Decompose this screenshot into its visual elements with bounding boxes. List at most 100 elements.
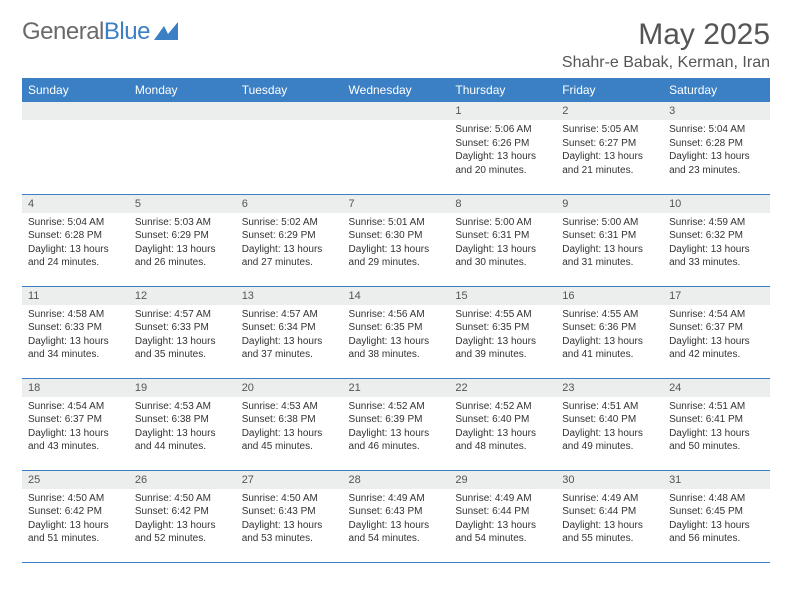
day-number	[236, 102, 343, 120]
calendar-week-row: 25Sunrise: 4:50 AMSunset: 6:42 PMDayligh…	[22, 470, 770, 562]
sunrise: Sunrise: 4:52 AM	[349, 400, 444, 414]
sunset: Sunset: 6:29 PM	[242, 229, 337, 243]
day-number	[22, 102, 129, 120]
calendar-day-cell: 17Sunrise: 4:54 AMSunset: 6:37 PMDayligh…	[663, 286, 770, 378]
daylight: Daylight: 13 hours and 34 minutes.	[28, 335, 123, 362]
daylight: Daylight: 13 hours and 51 minutes.	[28, 519, 123, 546]
calendar-day-cell: 14Sunrise: 4:56 AMSunset: 6:35 PMDayligh…	[343, 286, 450, 378]
calendar-day-cell: 15Sunrise: 4:55 AMSunset: 6:35 PMDayligh…	[449, 286, 556, 378]
day-details: Sunrise: 4:56 AMSunset: 6:35 PMDaylight:…	[343, 305, 450, 366]
sunset: Sunset: 6:40 PM	[455, 413, 550, 427]
sunset: Sunset: 6:37 PM	[28, 413, 123, 427]
logo: GeneralBlue	[22, 18, 178, 46]
sunrise: Sunrise: 4:50 AM	[28, 492, 123, 506]
day-number: 20	[236, 379, 343, 397]
day-number: 16	[556, 287, 663, 305]
calendar-day-cell: 7 Sunrise: 5:01 AMSunset: 6:30 PMDaylight…	[343, 194, 450, 286]
day-number: 7	[343, 195, 450, 213]
calendar-day-cell: 26Sunrise: 4:50 AMSunset: 6:42 PMDayligh…	[129, 470, 236, 562]
calendar-day-cell: 25Sunrise: 4:50 AMSunset: 6:42 PMDayligh…	[22, 470, 129, 562]
day-number: 24	[663, 379, 770, 397]
sunrise: Sunrise: 5:00 AM	[455, 216, 550, 230]
sunrise: Sunrise: 4:59 AM	[669, 216, 764, 230]
day-number: 12	[129, 287, 236, 305]
sunrise: Sunrise: 5:01 AM	[349, 216, 444, 230]
sunrise: Sunrise: 4:54 AM	[669, 308, 764, 322]
daylight: Daylight: 13 hours and 54 minutes.	[455, 519, 550, 546]
calendar-day-cell: 16Sunrise: 4:55 AMSunset: 6:36 PMDayligh…	[556, 286, 663, 378]
sunset: Sunset: 6:34 PM	[242, 321, 337, 335]
sunset: Sunset: 6:30 PM	[349, 229, 444, 243]
day-number	[129, 102, 236, 120]
day-details: Sunrise: 4:54 AMSunset: 6:37 PMDaylight:…	[663, 305, 770, 366]
sunrise: Sunrise: 4:49 AM	[455, 492, 550, 506]
day-details: Sunrise: 4:55 AMSunset: 6:35 PMDaylight:…	[449, 305, 556, 366]
day-number: 17	[663, 287, 770, 305]
day-details: Sunrise: 5:00 AMSunset: 6:31 PMDaylight:…	[449, 213, 556, 274]
day-details	[236, 120, 343, 127]
day-details: Sunrise: 4:51 AMSunset: 6:40 PMDaylight:…	[556, 397, 663, 458]
calendar-day-cell	[343, 102, 450, 194]
day-details: Sunrise: 5:04 AMSunset: 6:28 PMDaylight:…	[663, 120, 770, 181]
day-number: 30	[556, 471, 663, 489]
sunrise: Sunrise: 4:49 AM	[349, 492, 444, 506]
day-details: Sunrise: 4:49 AMSunset: 6:43 PMDaylight:…	[343, 489, 450, 550]
sunset: Sunset: 6:33 PM	[28, 321, 123, 335]
day-number: 25	[22, 471, 129, 489]
calendar-day-cell: 8Sunrise: 5:00 AMSunset: 6:31 PMDaylight…	[449, 194, 556, 286]
day-number: 26	[129, 471, 236, 489]
day-number: 4	[22, 195, 129, 213]
sunrise: Sunrise: 4:52 AM	[455, 400, 550, 414]
calendar-day-cell: 1Sunrise: 5:06 AMSunset: 6:26 PMDaylight…	[449, 102, 556, 194]
day-details: Sunrise: 4:53 AMSunset: 6:38 PMDaylight:…	[129, 397, 236, 458]
sunrise: Sunrise: 5:04 AM	[669, 123, 764, 137]
sunset: Sunset: 6:35 PM	[349, 321, 444, 335]
sunrise: Sunrise: 4:54 AM	[28, 400, 123, 414]
sunset: Sunset: 6:36 PM	[562, 321, 657, 335]
calendar-week-row: 1Sunrise: 5:06 AMSunset: 6:26 PMDaylight…	[22, 102, 770, 194]
page-header: GeneralBlue May 2025 Shahr-e Babak, Kerm…	[22, 18, 770, 72]
title-block: May 2025 Shahr-e Babak, Kerman, Iran	[562, 18, 770, 72]
sunset: Sunset: 6:43 PM	[242, 505, 337, 519]
day-number: 28	[343, 471, 450, 489]
day-details: Sunrise: 4:50 AMSunset: 6:42 PMDaylight:…	[129, 489, 236, 550]
day-details: Sunrise: 4:50 AMSunset: 6:42 PMDaylight:…	[22, 489, 129, 550]
day-number: 9	[556, 195, 663, 213]
daylight: Daylight: 13 hours and 38 minutes.	[349, 335, 444, 362]
calendar-week-row: 18Sunrise: 4:54 AMSunset: 6:37 PMDayligh…	[22, 378, 770, 470]
calendar-day-cell: 23Sunrise: 4:51 AMSunset: 6:40 PMDayligh…	[556, 378, 663, 470]
calendar-day-cell: 22Sunrise: 4:52 AMSunset: 6:40 PMDayligh…	[449, 378, 556, 470]
day-details: Sunrise: 4:57 AMSunset: 6:34 PMDaylight:…	[236, 305, 343, 366]
daylight: Daylight: 13 hours and 30 minutes.	[455, 243, 550, 270]
day-number	[343, 102, 450, 120]
calendar-day-cell	[22, 102, 129, 194]
sunrise: Sunrise: 4:49 AM	[562, 492, 657, 506]
sunset: Sunset: 6:29 PM	[135, 229, 230, 243]
sunset: Sunset: 6:42 PM	[135, 505, 230, 519]
day-number: 5	[129, 195, 236, 213]
calendar-day-cell: 4Sunrise: 5:04 AMSunset: 6:28 PMDaylight…	[22, 194, 129, 286]
calendar-day-cell: 11Sunrise: 4:58 AMSunset: 6:33 PMDayligh…	[22, 286, 129, 378]
calendar-week-row: 4Sunrise: 5:04 AMSunset: 6:28 PMDaylight…	[22, 194, 770, 286]
day-number: 6	[236, 195, 343, 213]
daylight: Daylight: 13 hours and 45 minutes.	[242, 427, 337, 454]
day-details: Sunrise: 5:03 AMSunset: 6:29 PMDaylight:…	[129, 213, 236, 274]
daylight: Daylight: 13 hours and 29 minutes.	[349, 243, 444, 270]
sunrise: Sunrise: 4:50 AM	[242, 492, 337, 506]
sunrise: Sunrise: 4:50 AM	[135, 492, 230, 506]
sunset: Sunset: 6:38 PM	[242, 413, 337, 427]
sunrise: Sunrise: 4:57 AM	[242, 308, 337, 322]
daylight: Daylight: 13 hours and 27 minutes.	[242, 243, 337, 270]
sunset: Sunset: 6:31 PM	[562, 229, 657, 243]
sunrise: Sunrise: 5:05 AM	[562, 123, 657, 137]
sunrise: Sunrise: 4:55 AM	[455, 308, 550, 322]
day-number: 2	[556, 102, 663, 120]
day-number: 11	[22, 287, 129, 305]
daylight: Daylight: 13 hours and 55 minutes.	[562, 519, 657, 546]
day-details: Sunrise: 5:04 AMSunset: 6:28 PMDaylight:…	[22, 213, 129, 274]
day-number: 10	[663, 195, 770, 213]
weekday-header: Sunday	[22, 78, 129, 102]
day-details	[129, 120, 236, 127]
sunset: Sunset: 6:32 PM	[669, 229, 764, 243]
sunset: Sunset: 6:31 PM	[455, 229, 550, 243]
